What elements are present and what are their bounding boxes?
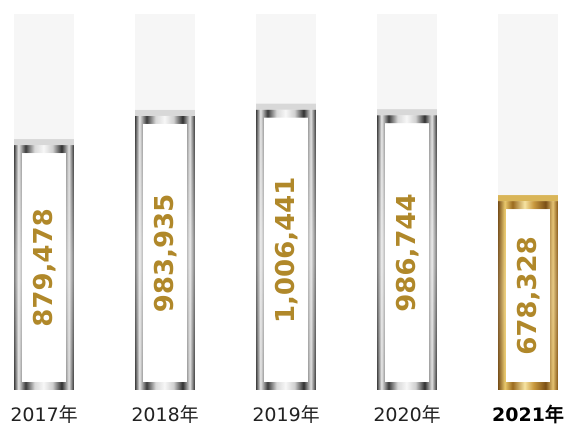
bar-value-label: 986,744 [392, 193, 422, 311]
bar-inner [385, 123, 429, 382]
bar-inner [264, 117, 308, 382]
bar-value-label: 879,478 [29, 208, 59, 326]
x-tick-label: 2017年 [10, 404, 77, 426]
bar-inner [143, 123, 187, 383]
bar-value-label: 1,006,441 [271, 177, 301, 323]
bar-inner [506, 209, 550, 382]
bar-value-label: 678,328 [513, 236, 543, 354]
x-tick-label: 2018年 [131, 404, 198, 426]
bar-value-label: 983,935 [150, 194, 180, 312]
bar-cap [256, 103, 316, 110]
bar-cap [135, 109, 195, 116]
x-tick-label: 2020年 [373, 404, 440, 426]
bar-cap [498, 195, 558, 202]
bar-cap [14, 139, 74, 146]
bar-cap [377, 109, 437, 116]
bar-inner [22, 153, 66, 382]
x-tick-label: 2021年 [492, 403, 564, 426]
x-tick-label: 2019年 [252, 404, 319, 426]
